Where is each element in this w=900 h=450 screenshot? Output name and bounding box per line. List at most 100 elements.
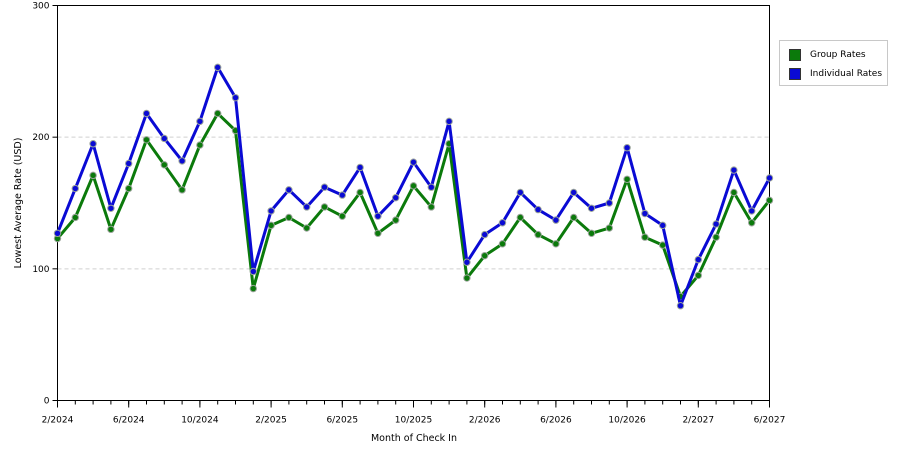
- data-point-individual-rates: [107, 204, 115, 212]
- data-point-individual-rates: [142, 109, 151, 118]
- data-point-individual-rates: [765, 174, 774, 182]
- series-individual-rates: [53, 63, 774, 310]
- data-point-individual-rates: [748, 207, 756, 215]
- data-point-group-rates: [160, 161, 169, 169]
- data-point-group-rates: [89, 171, 97, 180]
- data-point-individual-rates: [516, 188, 524, 197]
- data-point-group-rates: [748, 219, 756, 227]
- data-point-individual-rates: [249, 267, 258, 276]
- data-point-individual-rates: [445, 117, 453, 126]
- data-point-group-rates: [214, 109, 222, 118]
- y-tick-label: 200: [32, 133, 49, 143]
- data-point-group-rates: [338, 212, 346, 220]
- data-point-individual-rates: [659, 221, 667, 230]
- data-point-group-rates: [249, 284, 258, 293]
- data-point-individual-rates: [53, 229, 62, 237]
- y-tick-label: 0: [44, 397, 50, 407]
- legend-item-group-rates: Group Rates: [789, 49, 866, 61]
- data-point-individual-rates: [71, 184, 80, 193]
- data-point-individual-rates: [712, 220, 720, 228]
- y-axis-ticks: 0 100 200 300: [32, 2, 58, 407]
- data-point-individual-rates: [570, 188, 578, 197]
- data-point-group-rates: [285, 213, 293, 222]
- data-point-group-rates: [71, 213, 80, 222]
- data-point-individual-rates: [178, 157, 186, 165]
- legend-swatch-group-rates: [789, 49, 801, 61]
- data-point-group-rates: [516, 213, 524, 222]
- data-point-individual-rates: [89, 140, 97, 148]
- data-point-group-rates: [142, 136, 151, 144]
- chart-legend: Group Rates Individual Rates: [779, 40, 888, 86]
- data-point-group-rates: [552, 240, 560, 248]
- x-tick-label: 2/2025: [255, 416, 287, 426]
- data-point-group-rates: [623, 175, 631, 184]
- data-point-group-rates: [196, 141, 204, 149]
- data-point-group-rates: [374, 229, 382, 237]
- data-point-group-rates: [427, 203, 435, 211]
- data-point-individual-rates: [409, 158, 418, 166]
- data-point-group-rates: [730, 188, 738, 197]
- data-point-group-rates: [570, 213, 578, 222]
- data-point-individual-rates: [231, 93, 240, 102]
- x-tick-label: 2/2027: [682, 416, 714, 426]
- x-tick-label: 6/2025: [326, 416, 358, 426]
- x-tick-label: 2/2024: [42, 416, 74, 426]
- data-point-individual-rates: [267, 207, 275, 215]
- data-point-individual-rates: [605, 199, 613, 207]
- data-point-group-rates: [320, 203, 329, 211]
- data-point-individual-rates: [587, 204, 596, 212]
- data-point-group-rates: [178, 186, 186, 194]
- data-point-individual-rates: [160, 134, 169, 143]
- data-point-individual-rates: [214, 63, 222, 72]
- data-point-group-rates: [765, 196, 774, 205]
- data-point-individual-rates: [641, 209, 649, 218]
- data-point-individual-rates: [534, 205, 542, 214]
- series-group-rates: [53, 109, 774, 301]
- data-point-group-rates: [125, 184, 133, 193]
- data-point-group-rates: [605, 224, 613, 232]
- data-point-individual-rates: [196, 117, 204, 126]
- legend-swatch-individual-rates: [789, 68, 801, 80]
- plot-area-border: [57, 5, 770, 401]
- x-tick-label: 6/2027: [754, 416, 786, 426]
- legend-label-individual-rates: Individual Rates: [810, 69, 883, 79]
- data-point-individual-rates: [694, 255, 702, 264]
- data-point-individual-rates: [356, 163, 364, 172]
- data-point-individual-rates: [463, 258, 471, 266]
- data-point-group-rates: [641, 233, 649, 241]
- data-point-group-rates: [481, 251, 489, 260]
- y-tick-label: 100: [32, 265, 49, 275]
- x-tick-label: 2/2026: [469, 416, 501, 426]
- data-point-group-rates: [356, 188, 364, 197]
- data-point-group-rates: [587, 229, 596, 237]
- y-axis-title: Lowest Average Rate (USD): [13, 138, 24, 269]
- data-point-individual-rates: [303, 203, 311, 211]
- data-point-individual-rates: [427, 183, 435, 191]
- series-lines: [53, 63, 774, 310]
- data-point-group-rates: [107, 225, 115, 234]
- legend-item-individual-rates: Individual Rates: [789, 68, 882, 80]
- data-point-group-rates: [392, 216, 400, 224]
- data-point-individual-rates: [623, 144, 631, 152]
- x-tick-label: 10/2024: [181, 416, 219, 426]
- y-tick-label: 300: [32, 2, 49, 12]
- data-point-group-rates: [463, 274, 471, 282]
- x-tick-label: 10/2025: [395, 416, 432, 426]
- data-point-group-rates: [498, 240, 507, 248]
- data-point-individual-rates: [481, 230, 489, 239]
- data-point-group-rates: [303, 224, 311, 232]
- data-point-group-rates: [694, 271, 702, 280]
- data-point-group-rates: [712, 233, 720, 241]
- legend-label-group-rates: Group Rates: [810, 50, 866, 60]
- data-point-individual-rates: [125, 159, 133, 168]
- data-point-individual-rates: [676, 302, 685, 310]
- data-point-individual-rates: [374, 212, 382, 220]
- data-point-individual-rates: [498, 219, 507, 227]
- x-axis-ticks: 2/2024 6/2024 10/2024 2/2025 6/2025 10/2025 2/…: [42, 400, 786, 426]
- data-point-group-rates: [534, 230, 542, 239]
- data-point-group-rates: [659, 241, 667, 249]
- x-tick-label: 6/2024: [113, 416, 145, 426]
- data-point-individual-rates: [552, 216, 560, 224]
- data-point-individual-rates: [320, 183, 329, 191]
